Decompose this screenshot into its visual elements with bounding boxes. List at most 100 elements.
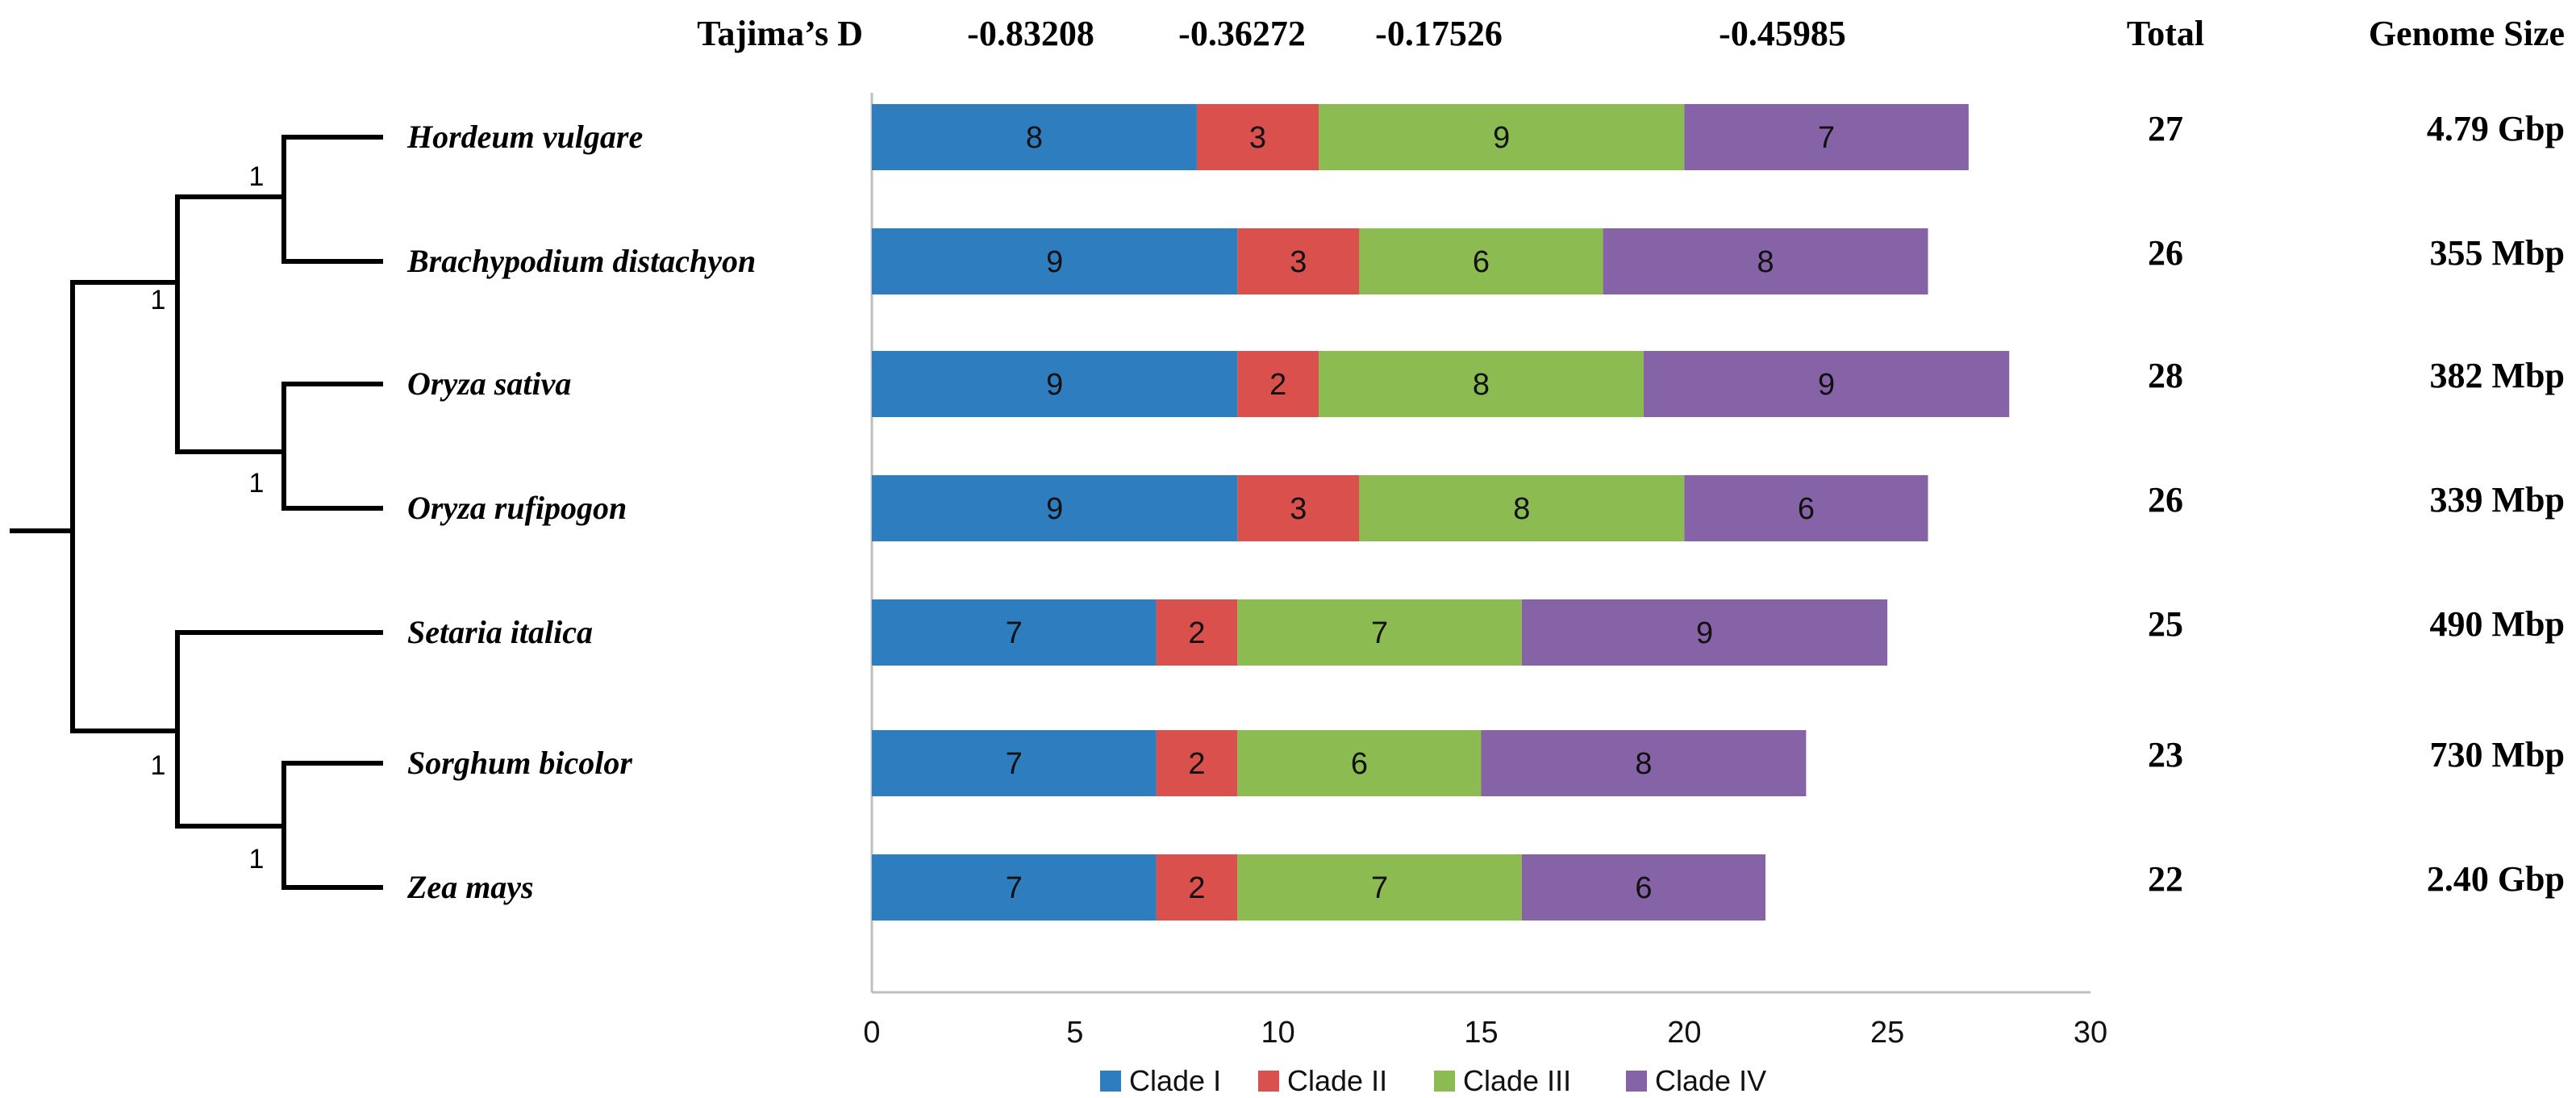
x-tick-0: 0 xyxy=(863,1016,880,1050)
total-header: Total xyxy=(2127,14,2204,53)
bar-brachypodium-distachyon-clade-iii xyxy=(1359,228,1603,294)
total-value-oryza-rufipogon: 26 xyxy=(2148,480,2183,520)
value-label-zea-mays-clade-i: 7 xyxy=(1006,871,1023,905)
bar-oryza-rufipogon-clade-iii xyxy=(1359,475,1685,541)
species-label-oryza-rufipogon: Oryza rufipogon xyxy=(407,490,627,526)
tajima-value-clade-2: -0.36272 xyxy=(1178,14,1306,53)
bar-zea-mays-clade-iv xyxy=(1521,854,1766,921)
bar-brachypodium-distachyon-clade-ii xyxy=(1237,228,1360,294)
total-value-oryza-sativa: 28 xyxy=(2148,356,2183,395)
value-label-hordeum-vulgare-clade-i: 8 xyxy=(1026,121,1043,155)
value-label-oryza-sativa-clade-iv: 9 xyxy=(1818,368,1835,402)
value-label-oryza-rufipogon-clade-ii: 3 xyxy=(1290,492,1307,526)
bar-setaria-italica-clade-iii xyxy=(1237,599,1522,666)
value-label-setaria-italica-clade-ii: 2 xyxy=(1188,616,1205,650)
value-label-hordeum-vulgare-clade-iv: 7 xyxy=(1818,121,1835,155)
legend-swatch-clade-iii xyxy=(1434,1071,1455,1092)
bar-sorghum-bicolor-clade-ii xyxy=(1156,730,1238,796)
value-label-brachypodium-distachyon-clade-ii: 3 xyxy=(1290,245,1307,279)
bar-setaria-italica-clade-ii xyxy=(1156,599,1238,666)
bar-setaria-italica-clade-iv xyxy=(1521,599,1888,666)
plot-area: 8 3 9 7 9 3 6 8 9 2 8 9 9 3 8 6 7 2 7 9 7 2 6 8 7 2 7 6 0 5 10 15 20 25 3… xyxy=(863,93,2107,1050)
bar-zea-mays-clade-i xyxy=(872,854,1157,921)
x-tick-10: 10 xyxy=(1261,1016,1295,1050)
bar-hordeum-vulgare-clade-ii xyxy=(1196,104,1319,170)
value-label-brachypodium-distachyon-clade-iii: 6 xyxy=(1473,245,1490,279)
value-label-setaria-italica-clade-iv: 9 xyxy=(1696,616,1713,650)
total-value-zea-mays: 22 xyxy=(2148,859,2183,899)
bar-oryza-sativa-clade-i xyxy=(872,351,1238,417)
total-column: 27 26 28 26 25 23 22 xyxy=(2148,109,2183,899)
species-label-sorghum-bicolor: Sorghum bicolor xyxy=(407,745,632,781)
bar-setaria-italica-clade-i xyxy=(872,599,1157,666)
bar-sorghum-bicolor-clade-i xyxy=(872,730,1157,796)
value-label-zea-mays-clade-iii: 7 xyxy=(1371,871,1388,905)
species-label-zea-mays: Zea mays xyxy=(406,869,534,905)
legend-label-clade-iv: Clade IV xyxy=(1655,1064,1766,1097)
value-label-zea-mays-clade-ii: 2 xyxy=(1188,871,1205,905)
total-value-setaria-italica: 25 xyxy=(2148,604,2183,644)
legend-swatch-clade-iv xyxy=(1626,1071,1647,1092)
value-label-oryza-rufipogon-clade-iii: 8 xyxy=(1513,492,1530,526)
bar-oryza-rufipogon-clade-iv xyxy=(1684,475,1928,541)
value-label-sorghum-bicolor-clade-i: 7 xyxy=(1006,747,1023,781)
genome-size-header: Genome Size xyxy=(2369,14,2565,53)
value-label-brachypodium-distachyon-clade-i: 9 xyxy=(1046,245,1063,279)
bar-hordeum-vulgare-clade-i xyxy=(872,104,1197,170)
value-label-sorghum-bicolor-clade-iii: 6 xyxy=(1351,747,1368,781)
value-label-brachypodium-distachyon-clade-iv: 8 xyxy=(1757,245,1774,279)
genome-size-value-oryza-sativa: 382 Mbp xyxy=(2430,356,2565,395)
bar-hordeum-vulgare-clade-iv xyxy=(1684,104,1969,170)
x-tick-15: 15 xyxy=(1464,1016,1498,1050)
value-label-oryza-sativa-clade-ii: 2 xyxy=(1269,368,1286,402)
header-row: Tajima’s D -0.83208 -0.36272 -0.17526 -0… xyxy=(697,14,2565,53)
value-label-hordeum-vulgare-clade-iii: 9 xyxy=(1493,121,1510,155)
legend-label-clade-iii: Clade III xyxy=(1463,1064,1571,1097)
legend: Clade I Clade II Clade III Clade IV xyxy=(1100,1064,1766,1097)
tajima-label: Tajima’s D xyxy=(697,14,863,53)
species-label-oryza-sativa: Oryza sativa xyxy=(407,365,571,402)
bar-oryza-rufipogon-clade-ii xyxy=(1237,475,1360,541)
genome-size-value-brachypodium-distachyon: 355 Mbp xyxy=(2430,233,2565,273)
value-label-setaria-italica-clade-iii: 7 xyxy=(1371,616,1388,650)
total-value-hordeum-vulgare: 27 xyxy=(2148,109,2183,148)
x-tick-30: 30 xyxy=(2074,1016,2107,1050)
value-label-setaria-italica-clade-i: 7 xyxy=(1006,616,1023,650)
value-label-oryza-sativa-clade-iii: 8 xyxy=(1473,368,1490,402)
bar-brachypodium-distachyon-clade-iv xyxy=(1603,228,1928,294)
x-axis-tick-labels: 0 5 10 15 20 25 30 xyxy=(863,1016,2107,1050)
bar-hordeum-vulgare-clade-iii xyxy=(1319,104,1685,170)
species-label-setaria-italica: Setaria italica xyxy=(407,614,593,650)
species-label-brachypodium-distachyon: Brachypodium distachyon xyxy=(406,243,756,279)
bar-oryza-sativa-clade-iii xyxy=(1319,351,1644,417)
value-label-sorghum-bicolor-clade-iv: 8 xyxy=(1635,747,1652,781)
total-value-brachypodium-distachyon: 26 xyxy=(2148,233,2183,273)
species-label-hordeum-vulgare: Hordeum vulgare xyxy=(406,119,643,155)
bootstrap-label-panicoideae: 1 xyxy=(151,750,166,781)
legend-label-clade-ii: Clade II xyxy=(1287,1064,1387,1097)
bar-zea-mays-clade-ii xyxy=(1156,854,1238,921)
segment-value-labels: 8 3 9 7 9 3 6 8 9 2 8 9 9 3 8 6 7 2 7 9 7 2 6 8 7 2 7 6 xyxy=(1006,121,1835,905)
bootstrap-label-andropogoneae: 1 xyxy=(249,844,265,875)
value-label-oryza-rufipogon-clade-i: 9 xyxy=(1046,492,1063,526)
genome-size-value-sorghum-bicolor: 730 Mbp xyxy=(2430,735,2565,774)
bar-oryza-sativa-clade-ii xyxy=(1237,351,1319,417)
legend-swatch-clade-i xyxy=(1100,1071,1121,1092)
genome-size-column: 4.79 Gbp 355 Mbp 382 Mbp 339 Mbp 490 Mbp 730 … xyxy=(2427,109,2565,899)
bar-oryza-rufipogon-clade-i xyxy=(872,475,1238,541)
bootstrap-labels: 1 1 1 1 1 xyxy=(151,161,265,875)
bar-segments xyxy=(872,104,2010,921)
value-label-hordeum-vulgare-clade-ii: 3 xyxy=(1249,121,1266,155)
genome-size-value-hordeum-vulgare: 4.79 Gbp xyxy=(2427,109,2565,148)
tajima-value-clade-4: -0.45985 xyxy=(1719,14,1846,53)
tajima-value-clade-1: -0.83208 xyxy=(967,14,1094,53)
phylogenetic-tree xyxy=(10,135,383,890)
bar-sorghum-bicolor-clade-iv xyxy=(1481,730,1807,796)
x-tick-5: 5 xyxy=(1066,1016,1083,1050)
legend-swatch-clade-ii xyxy=(1258,1071,1279,1092)
tajima-value-clade-3: -0.17526 xyxy=(1375,14,1503,53)
bar-oryza-sativa-clade-iv xyxy=(1643,351,2010,417)
value-label-oryza-sativa-clade-i: 9 xyxy=(1046,368,1063,402)
value-label-zea-mays-clade-iv: 6 xyxy=(1635,871,1652,905)
